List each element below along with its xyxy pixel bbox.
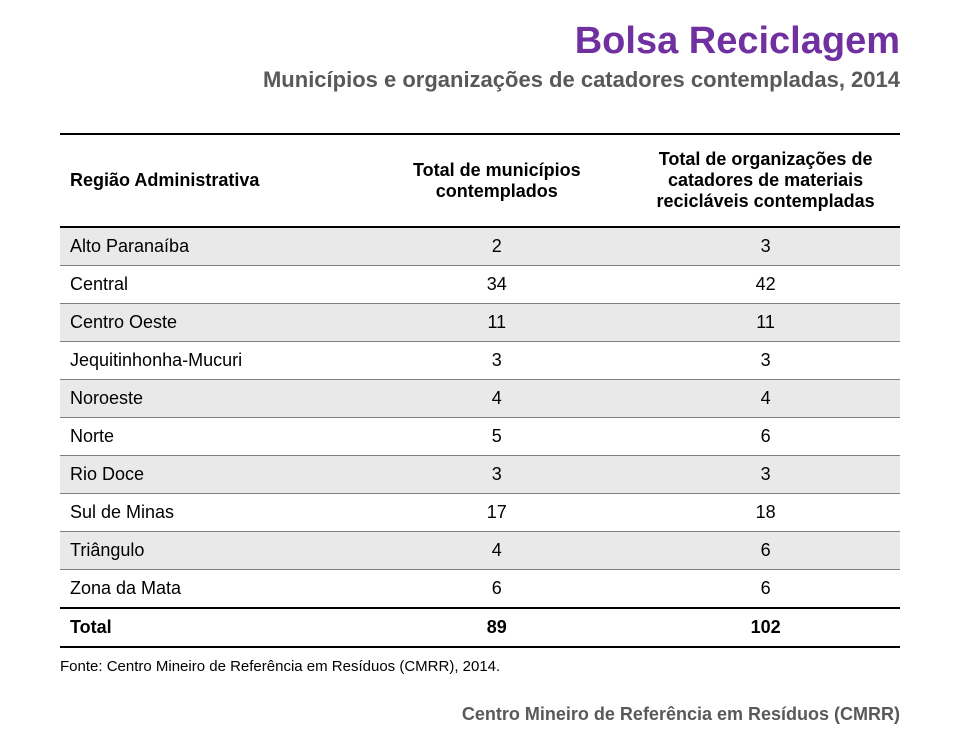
table-total-row: Total89102 (60, 608, 900, 647)
cell-organizacoes: 11 (631, 304, 900, 342)
cell-municipios: 17 (362, 494, 631, 532)
cell-organizacoes: 3 (631, 227, 900, 266)
page-title: Bolsa Reciclagem (60, 20, 900, 63)
col-header-organizacoes: Total de organizações de catadores de ma… (631, 134, 900, 227)
table-row: Alto Paranaíba23 (60, 227, 900, 266)
cell-region: Norte (60, 418, 362, 456)
col-header-municipios: Total de municípios contemplados (362, 134, 631, 227)
cell-municipios: 3 (362, 456, 631, 494)
cell-municipios: 4 (362, 380, 631, 418)
cell-organizacoes: 18 (631, 494, 900, 532)
source-text: Fonte: Centro Mineiro de Referência em R… (60, 658, 900, 675)
col-header-region: Região Administrativa (60, 134, 362, 227)
table-row: Rio Doce33 (60, 456, 900, 494)
footer-text: Centro Mineiro de Referência em Resíduos… (462, 704, 900, 725)
cell-organizacoes: 42 (631, 266, 900, 304)
table-row: Centro Oeste1111 (60, 304, 900, 342)
data-table: Região Administrativa Total de município… (60, 133, 900, 648)
table-row: Triângulo46 (60, 532, 900, 570)
cell-region: Triângulo (60, 532, 362, 570)
total-label: Total (60, 608, 362, 647)
cell-municipios: 5 (362, 418, 631, 456)
table-row: Sul de Minas1718 (60, 494, 900, 532)
table-row: Norte56 (60, 418, 900, 456)
total-organizacoes: 102 (631, 608, 900, 647)
cell-municipios: 11 (362, 304, 631, 342)
table-row: Central3442 (60, 266, 900, 304)
cell-organizacoes: 3 (631, 456, 900, 494)
total-municipios: 89 (362, 608, 631, 647)
cell-municipios: 3 (362, 342, 631, 380)
cell-region: Central (60, 266, 362, 304)
cell-region: Sul de Minas (60, 494, 362, 532)
cell-municipios: 2 (362, 227, 631, 266)
cell-organizacoes: 6 (631, 570, 900, 609)
cell-region: Rio Doce (60, 456, 362, 494)
cell-organizacoes: 3 (631, 342, 900, 380)
cell-region: Noroeste (60, 380, 362, 418)
table-row: Zona da Mata66 (60, 570, 900, 609)
cell-municipios: 6 (362, 570, 631, 609)
cell-region: Centro Oeste (60, 304, 362, 342)
table-row: Noroeste44 (60, 380, 900, 418)
cell-organizacoes: 6 (631, 532, 900, 570)
cell-organizacoes: 4 (631, 380, 900, 418)
table-row: Jequitinhonha-Mucuri33 (60, 342, 900, 380)
page-subtitle: Municípios e organizações de catadores c… (60, 67, 900, 93)
cell-organizacoes: 6 (631, 418, 900, 456)
cell-region: Alto Paranaíba (60, 227, 362, 266)
cell-region: Jequitinhonha-Mucuri (60, 342, 362, 380)
cell-municipios: 4 (362, 532, 631, 570)
cell-municipios: 34 (362, 266, 631, 304)
cell-region: Zona da Mata (60, 570, 362, 609)
